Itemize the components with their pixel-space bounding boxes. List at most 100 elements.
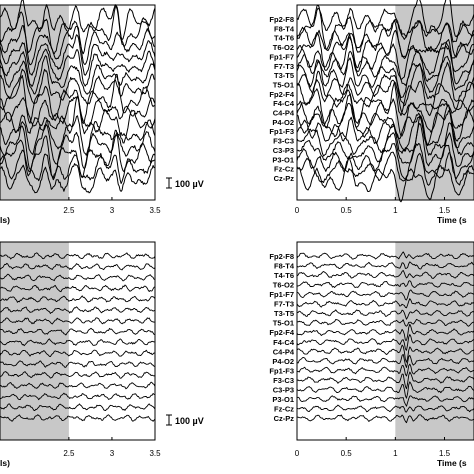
x-tick-label: 1 [393, 206, 398, 215]
eeg-trace [0, 403, 156, 412]
eeg-trace [0, 34, 156, 76]
x-tick-label: 1.5 [439, 449, 451, 458]
channel-label: P4-O2 [272, 357, 294, 366]
channel-label: Fz-Cz [274, 404, 294, 413]
channel-label: T6-O2 [273, 43, 294, 52]
eeg-trace [296, 261, 474, 270]
channel-label: P3-O1 [272, 155, 294, 164]
channel-label: T5-O1 [273, 319, 294, 328]
channel-label: Fz-Cz [274, 165, 294, 174]
scale-bar-label: 100 µV [175, 416, 204, 426]
eeg-trace [296, 156, 474, 203]
channel-label: Fp2-F8 [269, 15, 294, 24]
eeg-trace [296, 344, 474, 363]
channel-label: C4-P4 [273, 109, 295, 118]
channel-label: F7-T3 [274, 300, 294, 309]
eeg-trace [296, 19, 474, 59]
channel-label: T3-T5 [274, 71, 294, 80]
channel-label: Cz-Pz [274, 174, 295, 183]
channel-label: F3-C3 [273, 137, 294, 146]
eeg-trace [0, 338, 156, 347]
eeg-trace [0, 0, 156, 40]
eeg-trace [296, 363, 474, 377]
x-tick-label: 1 [393, 449, 398, 458]
channel-label: F4-C4 [273, 338, 295, 347]
eeg-trace [0, 25, 156, 66]
eeg-trace [0, 55, 156, 95]
axes-frame [296, 241, 474, 441]
channel-label: T5-O1 [273, 80, 294, 89]
channel-label: T4-T6 [274, 34, 294, 43]
x-tick-label: 3 [110, 206, 115, 215]
x-tick-label: 0 [295, 206, 300, 215]
eeg-trace [296, 395, 474, 407]
channel-label: P3-O1 [272, 395, 294, 404]
eeg-trace [296, 93, 474, 137]
axes-frame [0, 4, 156, 201]
x-tick-label: 0.5 [341, 449, 353, 458]
eeg-trace [296, 36, 474, 81]
eeg-trace [296, 55, 474, 98]
eeg-trace [296, 334, 474, 351]
eeg-trace [296, 61, 474, 107]
channel-label: Fp1-F3 [269, 127, 294, 136]
channel-label: Fp1-F7 [269, 290, 294, 299]
eeg-trace [0, 392, 156, 401]
channel-label: T3-T5 [274, 309, 294, 318]
eeg-panel-bottom-right: Fp2-F8F8-T4T4-T6T6-O2Fp1-F7F7-T3T3-T5T5-… [269, 241, 474, 468]
channel-label: Fp2-F8 [269, 252, 294, 261]
eeg-trace [0, 349, 156, 358]
eeg-trace [296, 39, 474, 86]
eeg-trace [0, 149, 156, 184]
eeg-trace [296, 102, 474, 146]
channel-label: T6-O2 [273, 281, 294, 290]
eeg-trace [0, 414, 156, 422]
eeg-trace [0, 317, 156, 325]
eeg-trace [0, 306, 156, 314]
channel-label: C4-P4 [273, 347, 295, 356]
x-axis-label: Time (s [437, 458, 467, 468]
eeg-trace [296, 269, 474, 279]
channel-label: F8-T4 [274, 24, 295, 33]
eeg-trace [296, 309, 474, 320]
eeg-trace [0, 371, 156, 379]
eeg-trace [296, 79, 474, 117]
axes-frame [296, 4, 474, 201]
channel-label: F8-T4 [274, 262, 295, 271]
x-tick-label: 0.5 [341, 206, 353, 215]
eeg-trace [0, 95, 156, 144]
eeg-trace [0, 115, 156, 156]
channel-label: Cz-Pz [274, 414, 295, 423]
eeg-trace [296, 318, 474, 327]
eeg-trace [0, 252, 156, 260]
eeg-trace [296, 298, 474, 309]
channel-label: T4-T6 [274, 271, 294, 280]
eeg-trace [296, 323, 474, 341]
eeg-trace [0, 327, 156, 336]
channel-label: Fp1-F7 [269, 52, 294, 61]
eeg-trace [0, 124, 156, 170]
eeg-trace [0, 48, 156, 87]
eeg-trace [0, 295, 156, 303]
x-tick-label: 0 [295, 449, 300, 458]
eeg-trace [296, 0, 474, 40]
eeg-trace [0, 284, 156, 293]
x-axis-label: Time (s [437, 215, 467, 225]
scale-bar-label: 100 µV [175, 179, 204, 189]
eeg-trace [296, 142, 474, 180]
channel-label: F7-T3 [274, 62, 294, 71]
x-tick-label: 3 [110, 449, 115, 458]
eeg-trace [296, 414, 474, 424]
eeg-trace [0, 262, 156, 271]
channel-label: C3-P3 [273, 385, 294, 394]
eeg-trace [0, 163, 156, 194]
x-tick-label: 3.5 [149, 449, 161, 458]
x-axis-label-fragment: ls) [0, 458, 10, 468]
x-tick-label: 2.5 [63, 449, 75, 458]
channel-label: Fp2-F4 [269, 328, 294, 337]
eeg-trace [297, 289, 474, 301]
eeg-panel-bottom-left: 2.5 3 3.5 ls) 100 µV [0, 241, 204, 468]
eeg-panel-top-left: 2.5 3 3.5 ls) 100 µV [0, 0, 204, 225]
channel-label: C3-P3 [273, 146, 294, 155]
eeg-trace [296, 371, 474, 390]
